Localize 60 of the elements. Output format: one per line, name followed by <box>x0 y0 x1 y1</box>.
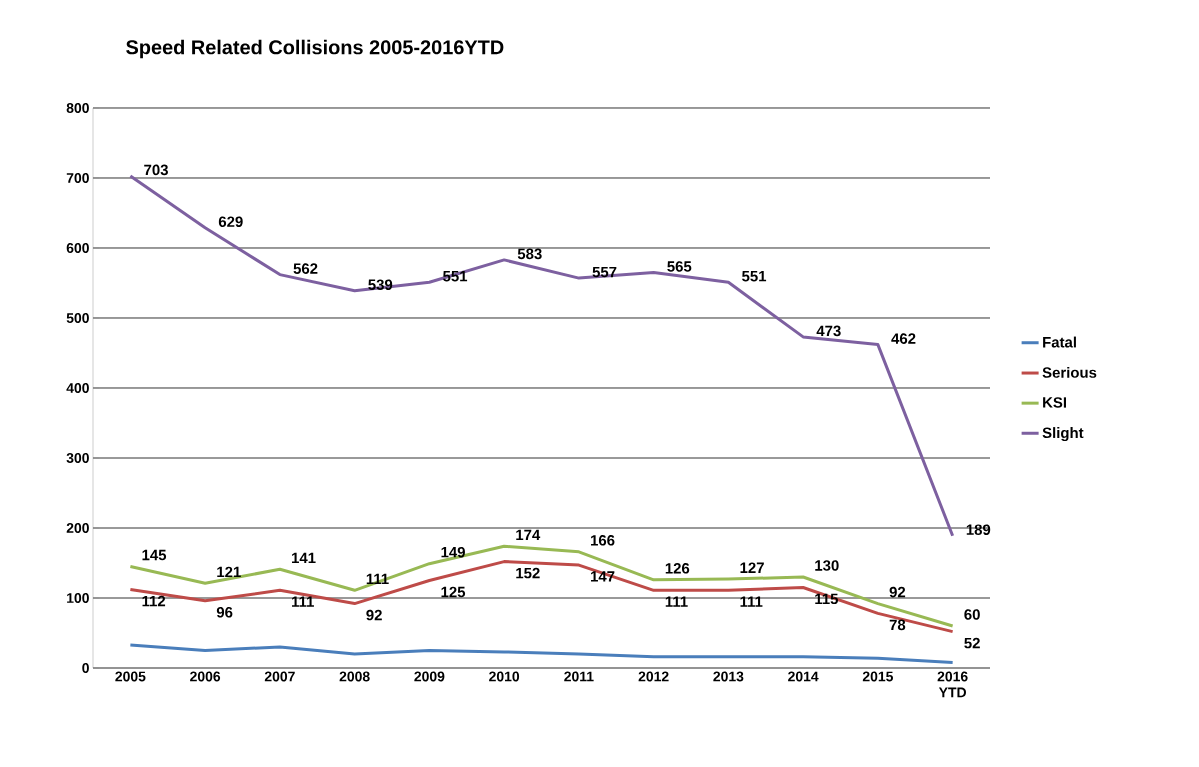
x-tick-label: 2005 <box>115 671 146 682</box>
y-tick-label: 300 <box>66 453 89 463</box>
y-tick-label: 0 <box>82 663 89 673</box>
legend-label: Fatal <box>1043 336 1076 348</box>
x-tick-label: 2014 <box>788 671 819 682</box>
data-label: 462 <box>891 333 916 344</box>
data-label: 130 <box>815 560 839 571</box>
legend-label: KSI <box>1043 397 1067 408</box>
data-label: 152 <box>516 567 540 579</box>
data-label: 189 <box>966 524 991 535</box>
data-label: 557 <box>592 266 617 278</box>
x-tick-label: 2009 <box>414 671 445 682</box>
data-label: 78 <box>889 619 906 631</box>
y-tick-label: 600 <box>66 243 89 253</box>
data-label: 111 <box>740 596 763 607</box>
data-label: 112 <box>142 595 166 607</box>
data-label: 60 <box>964 609 980 620</box>
data-label: 111 <box>366 573 389 585</box>
data-label: 149 <box>441 546 465 558</box>
data-label: 127 <box>740 562 764 573</box>
data-label: 562 <box>293 263 318 274</box>
data-label: 703 <box>144 164 168 176</box>
data-label: 473 <box>816 325 841 337</box>
x-tick-label: 2006 <box>190 671 221 682</box>
y-tick-label: 200 <box>66 523 89 533</box>
data-label: 551 <box>742 271 767 282</box>
legend-label: Slight <box>1042 427 1084 442</box>
x-tick-label: 2012 <box>638 671 669 682</box>
data-label: 166 <box>591 535 615 546</box>
data-label: 115 <box>815 593 839 605</box>
y-tick-label: 500 <box>66 313 89 323</box>
y-tick-label: 400 <box>66 383 89 393</box>
data-label: 96 <box>216 607 233 618</box>
data-label: 125 <box>441 586 466 598</box>
y-tick-label: 700 <box>66 173 89 183</box>
legend-label: Serious <box>1042 366 1097 378</box>
x-tick-label: 2016 YTD <box>937 671 968 698</box>
data-label: 147 <box>591 571 615 582</box>
data-label: 111 <box>292 596 314 607</box>
x-tick-label: 2007 <box>264 671 295 682</box>
x-tick-label: 2013 <box>713 671 744 682</box>
data-label: 174 <box>516 529 541 540</box>
data-label: 111 <box>665 596 688 607</box>
x-tick-label: 2015 <box>862 671 894 682</box>
x-tick-label: 2011 <box>564 671 594 682</box>
y-tick-label: 800 <box>66 103 89 113</box>
data-label: 92 <box>889 586 906 598</box>
data-label: 145 <box>142 549 167 561</box>
data-label: 92 <box>366 609 382 621</box>
data-label: 629 <box>218 216 243 227</box>
y-tick-label: 100 <box>67 593 89 603</box>
x-tick-label: 2008 <box>339 671 370 682</box>
x-tick-label: 2010 <box>489 671 520 682</box>
data-label: 121 <box>217 566 241 578</box>
data-label: 583 <box>517 248 542 260</box>
data-label: 141 <box>292 552 316 564</box>
data-label: 565 <box>667 261 692 272</box>
data-label: 52 <box>964 637 980 649</box>
chart-title: Speed Related Collisions 2005-2016YTD <box>126 39 504 59</box>
data-label: 126 <box>665 563 690 574</box>
